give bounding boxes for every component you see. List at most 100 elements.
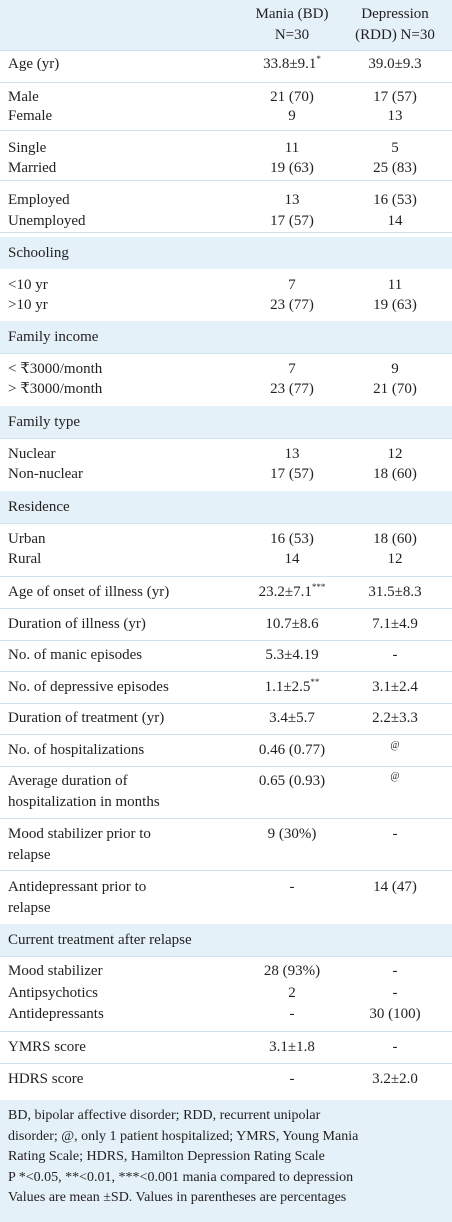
cell: 17 (57) — [373, 89, 417, 105]
cell: 7 — [288, 361, 296, 377]
section-band — [0, 406, 452, 438]
cell: 14 (47) — [373, 879, 417, 895]
section-band — [0, 924, 452, 956]
row-label: Female — [8, 108, 53, 124]
row-label: Age (yr) — [8, 56, 60, 72]
cell: 3.2±2.0 — [372, 1071, 418, 1087]
row-label: Male — [8, 89, 39, 105]
row-rule — [0, 130, 452, 131]
cell: 0.65 (0.93) — [258, 773, 326, 789]
row-label: Average duration of — [8, 773, 128, 789]
cell: 16 (53) — [373, 192, 417, 208]
cell: 0.46 (0.77) — [258, 742, 326, 758]
row-rule — [0, 818, 452, 819]
cell: 9 — [391, 361, 399, 377]
cell-mark: * — [316, 54, 321, 64]
cell: 18 (60) — [373, 466, 417, 482]
cell: 9 — [288, 108, 296, 124]
header-band — [0, 0, 452, 50]
row-label: Rural — [8, 551, 42, 567]
row-label: Non-nuclear — [8, 466, 83, 482]
cell: 23.2±7.1*** — [259, 582, 326, 602]
row-rule — [0, 232, 452, 233]
row-rule — [0, 180, 452, 181]
cell: 17 (57) — [270, 213, 314, 229]
cell: 19 (63) — [373, 297, 417, 313]
cell: 3.1±2.4 — [372, 679, 418, 695]
section-label: Schooling — [8, 245, 69, 261]
row-label: Antidepressants — [8, 1006, 104, 1022]
column-header: Depression — [361, 6, 429, 22]
footnote: P *<0.05, **<0.01, ***<0.001 mania compa… — [8, 1169, 354, 1185]
row-rule — [0, 671, 452, 672]
row-label: relapse — [8, 900, 51, 916]
row-label: Single — [8, 140, 47, 156]
footnote: Values are mean ±SD. Values in parenthes… — [8, 1190, 347, 1205]
cell: 12 — [387, 446, 403, 462]
cell: 21 (70) — [270, 89, 314, 105]
row-label: < ₹3000/month — [8, 361, 103, 377]
cell: 21 (70) — [373, 381, 417, 397]
cell: 19 (63) — [270, 160, 314, 176]
row-label: Antipsychotics — [8, 985, 98, 1001]
cell: - — [289, 1006, 295, 1022]
column-header: (RDD) N=30 — [355, 27, 435, 43]
cell: 25 (83) — [373, 160, 417, 176]
cell: 10.7±8.6 — [265, 616, 319, 632]
row-label: No. of depressive episodes — [8, 679, 169, 695]
cell: 7.1±4.9 — [372, 616, 418, 632]
row-label: Employed — [8, 192, 70, 208]
cell: 11 — [387, 277, 403, 293]
cell: 23 (77) — [270, 381, 314, 397]
row-label: HDRS score — [8, 1071, 84, 1087]
cell: - — [392, 963, 398, 979]
cell: 28 (93%) — [263, 963, 321, 979]
footer-band — [0, 1100, 452, 1222]
row-label: Mood stabilizer — [8, 963, 103, 979]
cell: 13 — [284, 192, 300, 208]
row-rule — [0, 870, 452, 871]
cell: 11 — [284, 140, 300, 156]
cell: 1.1±2.5** — [265, 677, 320, 697]
cell: @ — [390, 771, 399, 791]
cell: 31.5±8.3 — [368, 584, 422, 600]
section-band — [0, 237, 452, 269]
cell-mark: @ — [390, 771, 400, 782]
cell-value: 1.1±2.5 — [264, 679, 311, 695]
cell: 5.3±4.19 — [265, 647, 319, 663]
row-label: Antidepressant prior to — [8, 879, 147, 895]
footnote: Rating Scale; HDRS, Hamilton Depression … — [8, 1149, 325, 1164]
row-label: YMRS score — [8, 1039, 86, 1055]
row-rule — [0, 703, 452, 704]
section-label: Residence — [8, 499, 70, 515]
row-label: Mood stabilizer prior to — [8, 826, 151, 842]
row-label: Nuclear — [8, 446, 56, 462]
cell: 18 (60) — [373, 531, 417, 547]
cell: 12 — [387, 551, 403, 567]
section-label: Family income — [8, 329, 99, 345]
cell: 2.2±3.3 — [372, 710, 418, 726]
column-header: N=30 — [274, 27, 310, 43]
cell: @ — [390, 740, 399, 760]
section-label: Current treatment after relapse — [8, 932, 192, 948]
cell: 14 — [387, 213, 403, 229]
cell: - — [289, 879, 295, 895]
column-header: Mania (BD) — [255, 6, 329, 22]
cell: - — [289, 1071, 295, 1087]
footnote: BD, bipolar affective disorder; RDD, rec… — [8, 1108, 321, 1123]
cell-value: 33.8±9.1 — [263, 56, 317, 72]
cell: - — [392, 1039, 398, 1055]
cell: 7 — [288, 277, 296, 293]
cell: 5 — [391, 140, 399, 156]
cell: 30 (100) — [369, 1006, 421, 1022]
section-label: Family type — [8, 414, 81, 430]
row-label: >10 yr — [8, 297, 48, 313]
row-rule — [0, 576, 452, 577]
row-label: Married — [8, 160, 57, 176]
cell: 3.4±5.7 — [269, 710, 315, 726]
cell: 3.1±1.8 — [269, 1039, 315, 1055]
row-rule — [0, 438, 452, 439]
row-rule — [0, 523, 452, 524]
cell-mark: ** — [310, 677, 320, 687]
